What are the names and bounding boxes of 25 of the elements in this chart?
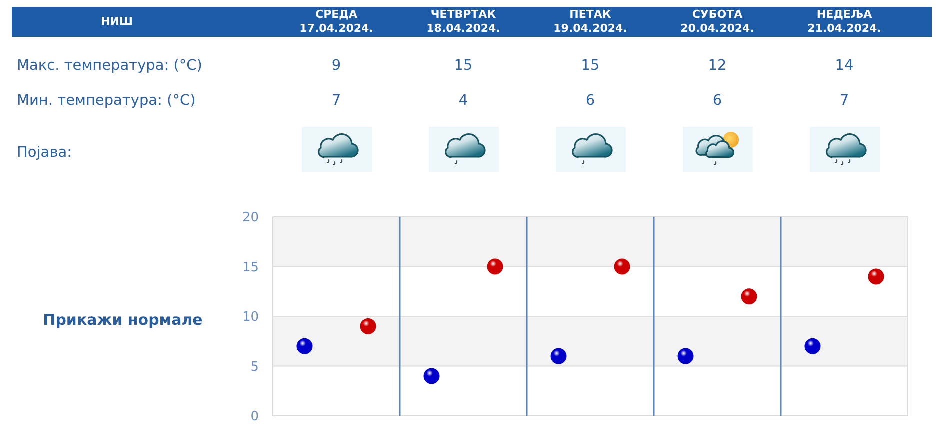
category-label: СУБОТА 20.04.2024. [680,8,756,36]
text: Прикажи нормале [42,311,204,329]
y-tick-label: 5 [250,360,259,375]
text: Појава: [17,144,72,162]
data-label: 15 [453,57,474,75]
data-label: 14 [834,57,855,75]
data-label: 12 [707,57,728,75]
data-label: 7 [838,92,850,110]
y-tick-label: 20 [242,210,259,226]
text: Макс. температура: (°C) [17,57,202,75]
text: НИШ [100,14,134,30]
y-tick-label: 10 [242,310,259,326]
data-label: 15 [580,57,601,75]
category-label: ЧЕТВРТАК 18.04.2024. [426,8,502,36]
category-label: СРЕДА 17.04.2024. [298,8,374,36]
y-tick-label: 15 [242,260,259,276]
data-label: 7 [330,92,342,110]
text: Мин. температура: (°C) [17,92,196,110]
category-label: ПЕТАК 19.04.2024. [552,8,628,36]
y-tick-label: 0 [250,410,259,425]
data-label: 6 [584,92,596,110]
data-label: 9 [330,57,342,75]
category-label: НЕДЕЉА 21.04.2024. [806,8,882,36]
data-label: 6 [712,92,724,110]
data-label: 4 [458,92,470,110]
